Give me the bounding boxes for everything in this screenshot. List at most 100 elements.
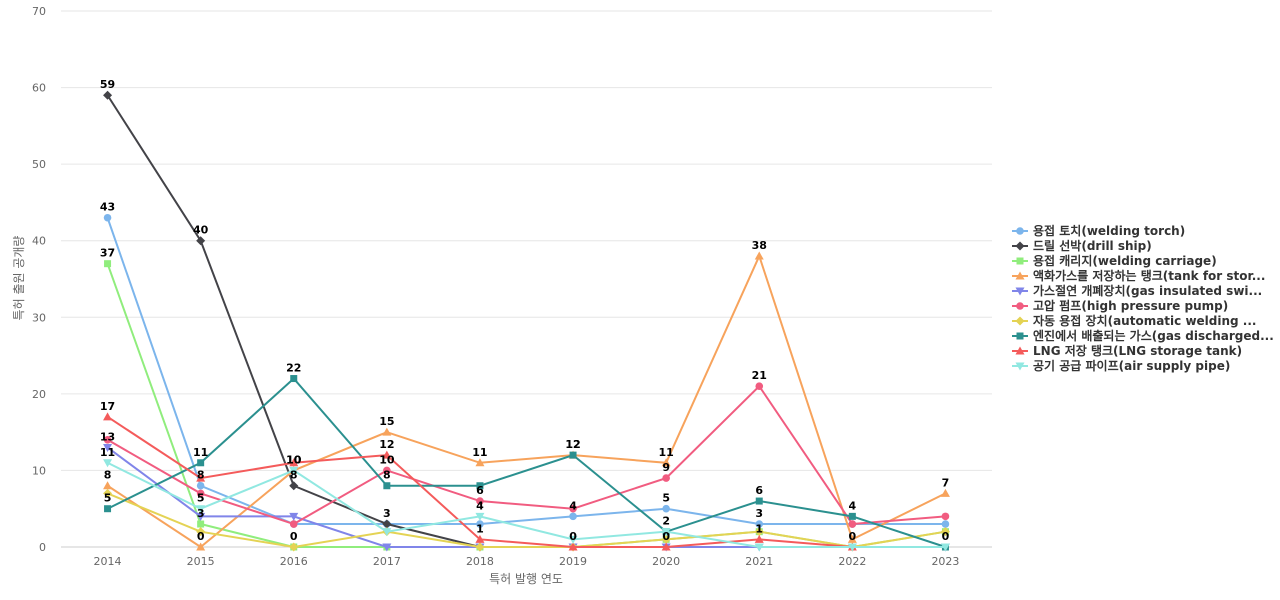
data-point[interactable]: [104, 505, 112, 513]
data-point[interactable]: [476, 520, 484, 528]
data-point[interactable]: [1016, 302, 1024, 310]
data-point[interactable]: [754, 543, 764, 552]
data-point[interactable]: [289, 512, 299, 521]
data-point[interactable]: [475, 458, 485, 467]
data-point[interactable]: [1015, 241, 1025, 251]
data-point[interactable]: [475, 542, 485, 552]
data-point[interactable]: [475, 512, 485, 521]
data-point[interactable]: [196, 505, 206, 514]
data-point[interactable]: [383, 466, 391, 475]
data-point[interactable]: [661, 534, 671, 544]
data-point[interactable]: [382, 427, 392, 436]
data-point[interactable]: [103, 488, 113, 498]
data-point[interactable]: [755, 520, 764, 528]
data-point[interactable]: [847, 534, 857, 543]
data-point[interactable]: [197, 520, 205, 528]
data-point[interactable]: [382, 528, 392, 537]
data-label: 4: [569, 499, 577, 512]
legend-label: 가스절연 개폐장치(gas insulated swi...: [1033, 283, 1262, 298]
data-point[interactable]: [196, 527, 206, 537]
data-point[interactable]: [382, 519, 392, 529]
data-point[interactable]: [568, 535, 578, 544]
data-point[interactable]: [1015, 287, 1025, 296]
data-point[interactable]: [103, 90, 113, 100]
data-point[interactable]: [103, 481, 113, 490]
legend-label: 자동 용접 장치(automatic welding ...: [1033, 313, 1256, 328]
data-point[interactable]: [1015, 316, 1025, 326]
data-point[interactable]: [662, 474, 670, 482]
data-point[interactable]: [940, 527, 950, 537]
data-point[interactable]: [754, 251, 764, 260]
data-point[interactable]: [196, 489, 205, 498]
data-point[interactable]: [661, 458, 671, 467]
grid-lines: [61, 10, 992, 548]
data-point[interactable]: [940, 488, 950, 497]
data-point[interactable]: [476, 482, 484, 490]
data-point[interactable]: [196, 481, 205, 490]
data-label: 6: [476, 484, 484, 497]
data-label: 13: [100, 430, 115, 443]
data-point[interactable]: [289, 520, 298, 528]
data-point[interactable]: [289, 458, 299, 467]
data-point[interactable]: [196, 542, 206, 551]
data-point[interactable]: [382, 450, 392, 459]
data-point[interactable]: [940, 543, 950, 552]
data-point[interactable]: [382, 543, 392, 552]
data-point[interactable]: [289, 542, 299, 552]
legend-item[interactable]: 공기 공급 파이프(air supply pipe): [1012, 358, 1230, 373]
data-point[interactable]: [848, 520, 857, 528]
data-point[interactable]: [290, 375, 298, 383]
data-point[interactable]: [569, 512, 577, 521]
data-point[interactable]: [289, 481, 299, 491]
data-point[interactable]: [661, 528, 671, 537]
data-point[interactable]: [1015, 271, 1025, 280]
legend-label: 용접 캐리지(welding carriage): [1033, 253, 1217, 268]
data-point[interactable]: [661, 542, 671, 551]
legend-item[interactable]: 드릴 선박(drill ship): [1012, 238, 1152, 253]
data-point[interactable]: [754, 534, 764, 543]
data-point[interactable]: [103, 443, 113, 452]
data-point[interactable]: [755, 497, 763, 505]
data-point[interactable]: [103, 436, 112, 444]
data-label: 1: [476, 522, 484, 535]
data-point[interactable]: [383, 482, 391, 490]
legend: 용접 토치(welding torch)드릴 선박(drill ship)용접 …: [1012, 223, 1274, 373]
data-point[interactable]: [196, 236, 206, 246]
legend-label: 공기 공급 파이프(air supply pipe): [1033, 358, 1230, 373]
data-point[interactable]: [196, 512, 206, 521]
data-label: 0: [569, 530, 577, 543]
data-point[interactable]: [1016, 257, 1024, 265]
legend-item[interactable]: LNG 저장 탱크(LNG storage tank): [1012, 343, 1242, 358]
data-point[interactable]: [847, 543, 857, 552]
data-point[interactable]: [569, 504, 577, 513]
data-point[interactable]: [475, 534, 485, 543]
legend-item[interactable]: 자동 용접 장치(automatic welding ...: [1012, 313, 1256, 328]
legend-item[interactable]: 용접 토치(welding torch): [1012, 223, 1185, 238]
data-point[interactable]: [1016, 332, 1024, 340]
data-point[interactable]: [848, 512, 856, 520]
data-point[interactable]: [103, 459, 113, 468]
legend-item[interactable]: 액화가스를 저장하는 탱크(tank for stor...: [1012, 268, 1265, 283]
data-point[interactable]: [941, 520, 950, 528]
data-point[interactable]: [662, 504, 670, 513]
data-point[interactable]: [941, 512, 950, 521]
data-point[interactable]: [569, 451, 577, 459]
data-point[interactable]: [289, 466, 299, 475]
data-point[interactable]: [103, 213, 112, 222]
data-point[interactable]: [196, 473, 206, 482]
data-point[interactable]: [754, 527, 764, 537]
data-point[interactable]: [197, 459, 205, 467]
x-axis-ticks: 2014 2015 2016 2017 2018 2019 2020 2021 2022 2023: [94, 555, 960, 568]
legend-item[interactable]: 가스절연 개폐장치(gas insulated swi...: [1012, 283, 1262, 298]
data-point[interactable]: [568, 542, 578, 551]
data-point[interactable]: [1015, 346, 1025, 355]
data-point[interactable]: [1015, 362, 1025, 371]
data-point[interactable]: [1016, 227, 1024, 235]
legend-item[interactable]: 엔진에서 배출되는 가스(gas discharged...: [1012, 328, 1274, 343]
legend-item[interactable]: 용접 캐리지(welding carriage): [1012, 253, 1217, 268]
data-point[interactable]: [103, 412, 113, 421]
data-point[interactable]: [755, 382, 764, 391]
data-point[interactable]: [104, 260, 112, 268]
data-point[interactable]: [476, 497, 484, 505]
legend-item[interactable]: 고압 펌프(high pressure pump): [1012, 298, 1228, 313]
